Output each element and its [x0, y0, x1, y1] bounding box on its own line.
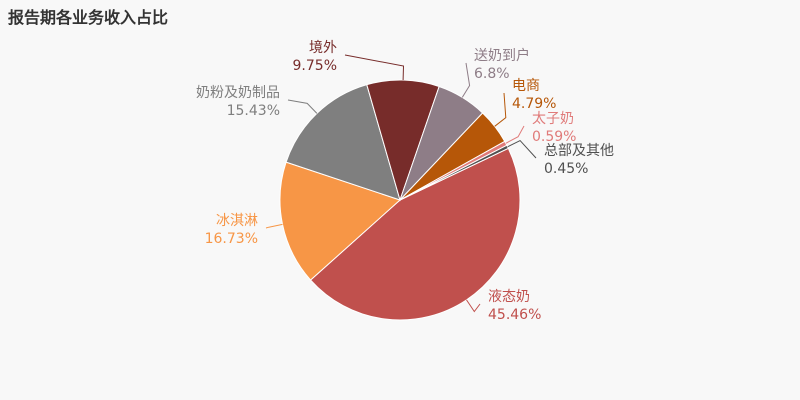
leader-line [461, 62, 471, 98]
leader-line [344, 54, 405, 81]
slice-name-label: 总部及其他 [544, 143, 614, 159]
leader-line [287, 99, 318, 114]
leader-line [507, 139, 537, 159]
slice-name-label: 冰淇淋 [216, 213, 258, 229]
slice-value-label: 0.45% [544, 161, 588, 177]
leader-line [265, 223, 283, 229]
slice-value-label: 6.8% [474, 66, 510, 82]
slice-value-label: 45.46% [488, 307, 541, 323]
slice-name-label: 电商 [512, 78, 540, 94]
slice-value-label: 9.75% [293, 58, 337, 74]
leader-line [494, 92, 507, 127]
pie-slice [309, 147, 521, 321]
pie-slice [399, 144, 509, 201]
pie-slice [285, 84, 401, 201]
slice-value-label: 15.43% [227, 103, 280, 119]
leader-line [505, 125, 525, 144]
slice-name-label: 奶粉及奶制品 [196, 85, 280, 101]
pie-slice [366, 79, 440, 202]
slice-name-label: 液态奶 [488, 289, 530, 305]
chart-title: 报告期各业务收入占比 [8, 8, 169, 27]
slice-value-label: 0.59% [532, 129, 576, 145]
slice-value-label: 16.73% [205, 231, 258, 247]
leader-line [466, 299, 481, 313]
slice-name-label: 境外 [309, 40, 337, 56]
slice-value-label: 4.79% [512, 96, 556, 112]
pie-slice [279, 161, 401, 281]
slice-name-label: 送奶到户 [474, 47, 530, 64]
slice-name-label: 太子奶 [532, 111, 574, 127]
